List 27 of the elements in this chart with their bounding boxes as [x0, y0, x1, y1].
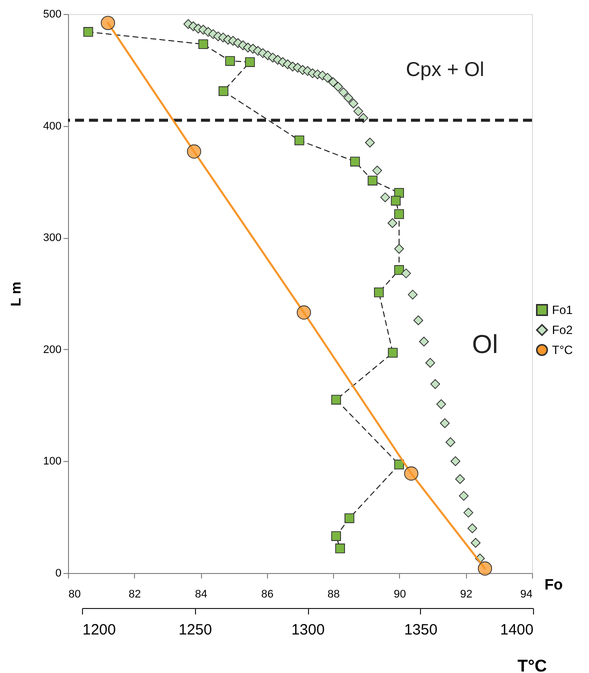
- y-tick-label: 500: [43, 8, 62, 20]
- x2-tick-label: 1250: [178, 622, 212, 638]
- x-tick-label: 88: [328, 588, 340, 600]
- x-tick-label: 92: [460, 588, 472, 600]
- x2-tick-label: 1400: [500, 622, 534, 638]
- y-tick-label: 300: [43, 232, 62, 244]
- x2-tick-label: 1200: [82, 622, 116, 638]
- x-tick-label: 86: [261, 588, 274, 600]
- x-axis-title: Fo: [544, 576, 563, 594]
- y-axis-title: L m: [8, 282, 24, 306]
- x-tick-label: 84: [194, 588, 208, 600]
- x-tick-label: 94: [520, 588, 532, 600]
- y-tick-label: 200: [43, 344, 62, 356]
- x2-tick-label: 1350: [404, 622, 438, 638]
- x-tick-label: 80: [68, 588, 81, 600]
- y-tick-label: 400: [43, 120, 62, 132]
- annotation: Cpx + Ol: [406, 59, 484, 81]
- legend-label: Fo2: [552, 323, 574, 337]
- x2-axis-title: T°C: [518, 656, 547, 673]
- x-tick-label: 90: [394, 588, 406, 600]
- legend-label: T°C: [552, 343, 574, 357]
- y-tick-label: 100: [43, 456, 62, 468]
- x-tick-label: 82: [128, 588, 141, 600]
- x2-tick-label: 1300: [291, 622, 325, 638]
- y-tick-label: 0: [55, 568, 62, 580]
- annotation: Ol: [472, 329, 498, 359]
- legend-label: Fo1: [552, 303, 574, 317]
